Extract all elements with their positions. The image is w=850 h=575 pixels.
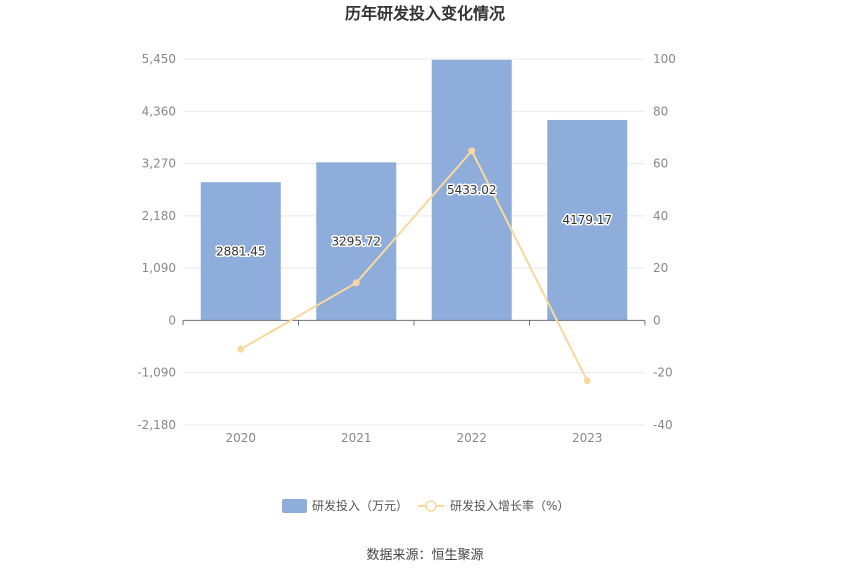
- data-source: 数据来源：恒生聚源: [366, 548, 483, 563]
- bar: [547, 119, 628, 321]
- growth-point: [352, 279, 360, 287]
- x-axis-tick-label: 2020: [225, 431, 256, 445]
- growth-point: [237, 345, 245, 353]
- bar-data-labels: 2881.45 3295.72 5433.02 4179.17: [214, 182, 613, 260]
- x-axis: [182, 319, 646, 326]
- x-axis-ticks: 2020 2021 2022 2023: [225, 431, 602, 445]
- legend-line-marker: [425, 500, 437, 512]
- line-series: [237, 147, 591, 385]
- right-axis-tick-label: 100: [653, 52, 676, 66]
- bar: [431, 59, 512, 321]
- right-axis-tick-label: 0: [653, 313, 661, 327]
- left-axis-tick-label: -1,090: [137, 366, 176, 380]
- bar-value-label: 2881.45: [216, 244, 266, 258]
- bar-value-label: 3295.72: [331, 234, 381, 248]
- bar: [316, 162, 397, 321]
- right-axis-tick-label: 20: [653, 261, 668, 275]
- right-axis-tick-label: -40: [653, 418, 673, 432]
- left-axis-tick-label: 0: [168, 313, 176, 327]
- right-axis-tick-label: 40: [653, 209, 668, 223]
- chart-title: 历年研发投入变化情况: [345, 4, 505, 23]
- legend-bar-swatch: [282, 499, 307, 513]
- right-axis-tick-label: 80: [653, 104, 668, 118]
- right-axis-tick-label: 60: [653, 157, 668, 171]
- left-axis-ticks: 5,450 4,360 3,270 2,180 1,090 0 -1,090 -2,180: [137, 52, 176, 432]
- bar-value-label: 4179.17: [562, 213, 612, 227]
- growth-point: [468, 147, 476, 155]
- legend-line-label: 研发投入增长率（%）: [450, 498, 569, 513]
- growth-line: [240, 149, 589, 382]
- left-axis-tick-label: 1,090: [142, 261, 176, 275]
- right-axis-tick-label: -20: [653, 366, 673, 380]
- bar-series: [200, 59, 628, 321]
- left-axis-tick-label: 4,360: [142, 104, 176, 118]
- bar: [200, 182, 281, 321]
- left-axis-tick-label: -2,180: [137, 418, 176, 432]
- x-axis-tick-label: 2022: [456, 431, 487, 445]
- right-axis-ticks: 100 80 60 40 20 0 -20 -40: [653, 52, 676, 432]
- x-axis-tick-label: 2021: [341, 431, 372, 445]
- left-axis-tick-label: 5,450: [142, 52, 176, 66]
- legend-item-bar[interactable]: 研发投入（万元）: [282, 498, 408, 513]
- legend: 研发投入（万元） 研发投入增长率（%）: [282, 498, 569, 513]
- legend-bar-label: 研发投入（万元）: [312, 498, 408, 513]
- legend-item-line[interactable]: 研发投入增长率（%）: [418, 498, 569, 513]
- left-axis-tick-label: 2,180: [142, 209, 176, 223]
- growth-point: [583, 377, 591, 385]
- left-axis-tick-label: 3,270: [142, 157, 176, 171]
- x-axis-tick-label: 2023: [572, 431, 603, 445]
- bar-value-label: 5433.02: [447, 183, 497, 197]
